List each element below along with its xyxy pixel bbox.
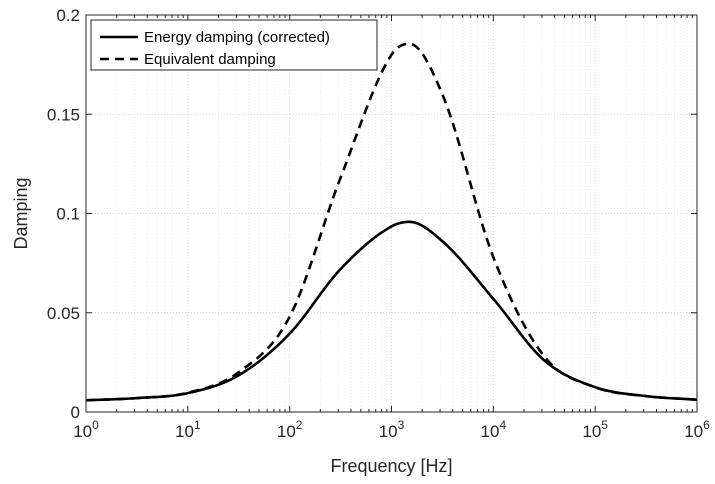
x-axis-title: Frequency [Hz] [330, 456, 452, 476]
legend-label-energy: Energy damping (corrected) [144, 29, 330, 46]
y-axis-title: Damping [11, 177, 31, 249]
series-layer [85, 42, 698, 402]
y-tick-label: 0.05 [47, 304, 80, 323]
legend-box [90, 19, 378, 71]
y-tick-labels: 0 0.05 0.1 0.15 0.2 [47, 6, 80, 422]
legend-label-equivalent: Equivalent damping [144, 51, 276, 68]
legend: Energy damping (corrected) Equivalent da… [90, 19, 378, 71]
x-tick-label: 105 [582, 418, 608, 441]
x-tick-label: 106 [684, 418, 710, 441]
axis-ticks [85, 14, 698, 413]
y-tick-label: 0 [71, 403, 80, 422]
y-tick-label: 0.15 [47, 105, 80, 124]
series-line-1 [85, 42, 698, 402]
x-tick-labels: 100 101 102 103 104 105 106 [73, 418, 710, 441]
x-tick-label: 102 [277, 418, 303, 441]
y-tick-label: 0.2 [56, 6, 80, 25]
x-tick-label: 100 [73, 418, 99, 441]
x-tick-label: 104 [481, 418, 507, 441]
x-tick-label: 103 [379, 418, 405, 441]
y-tick-label: 0.1 [56, 205, 80, 224]
x-tick-label: 101 [175, 418, 201, 441]
